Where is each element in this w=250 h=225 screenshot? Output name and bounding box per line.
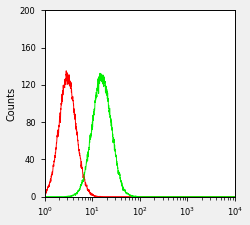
Y-axis label: Counts: Counts [7, 86, 17, 121]
